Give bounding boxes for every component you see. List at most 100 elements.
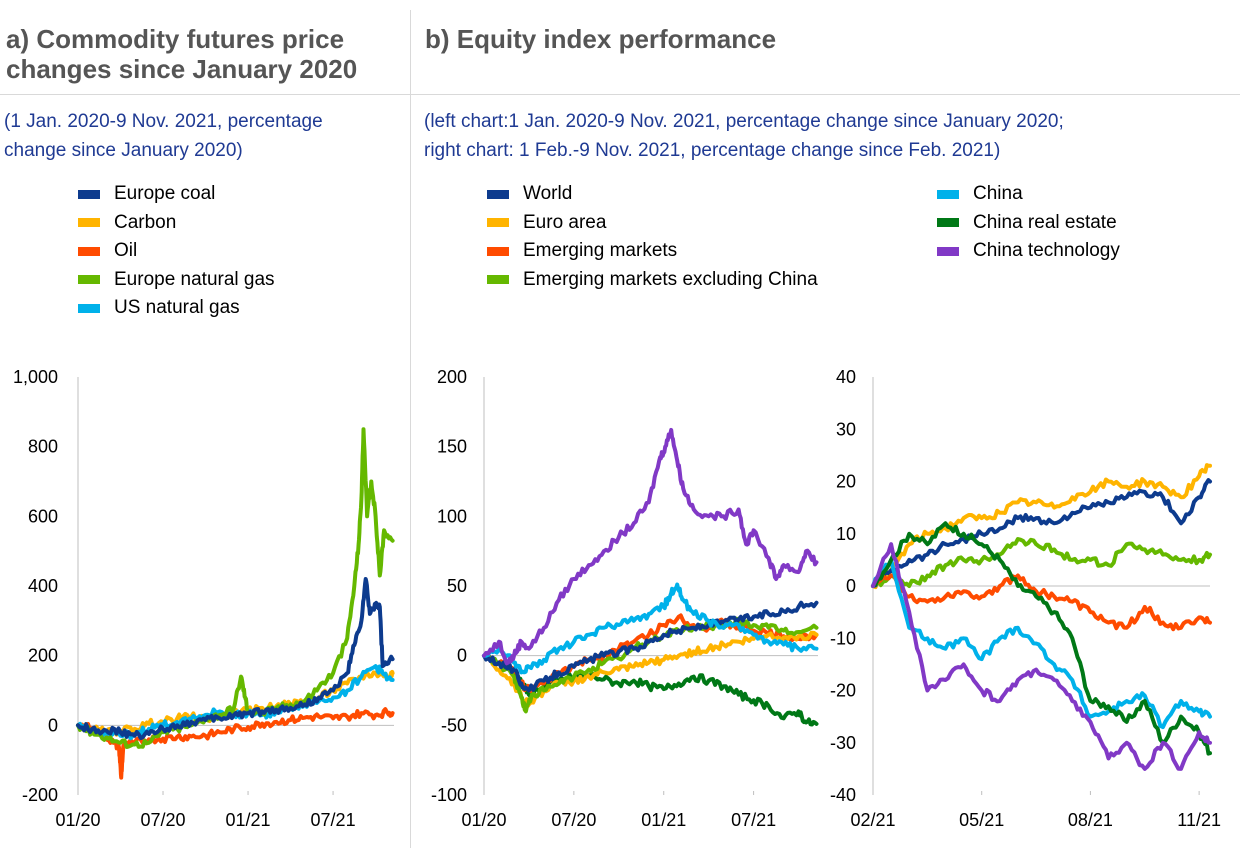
panel-a-legend-item: US natural gas [78,294,275,323]
x-tick-label: 08/21 [1068,810,1113,830]
series-line [871,463,1212,590]
panel-a-title-line1: a) Commodity futures price [6,24,345,54]
panel-b-legend-item: Emerging markets [487,237,818,266]
x-tick-label: 01/20 [55,810,100,830]
y-tick-label: 200 [28,646,58,666]
y-tick-label: 100 [437,506,467,526]
legend-swatch [78,275,100,285]
panel-a-subtitle-line2: change since January 2020) [4,140,243,161]
legend-swatch [487,189,509,199]
legend-label: China real estate [973,211,1117,233]
y-tick-label: -10 [830,628,856,648]
panel-a-legend-item: Oil [78,237,275,266]
y-tick-label: -50 [441,715,467,735]
series-line [871,542,1212,771]
legend-label: China [973,183,1023,204]
panel-b-legend-column2: China China real estate China technology [937,180,1120,266]
y-tick-label: 40 [836,367,856,387]
title-divider-horizontal [0,94,1240,95]
legend-swatch [78,246,100,256]
x-tick-label: 01/20 [461,810,506,830]
y-tick-label: -30 [830,733,856,753]
panel-b-legend-item: World [487,180,818,209]
panel-a-legend: Europe coal Carbon Oil Europe natural gas US… [78,180,275,323]
y-tick-label: 400 [28,576,58,596]
panel-b-title: b) Equity index performance [425,24,776,54]
series-line [871,521,1212,756]
legend-swatch [937,218,959,228]
y-tick-label: 10 [836,524,856,544]
series-line [76,427,395,749]
y-tick-label: 600 [28,506,58,526]
panel-a-legend-item: Carbon [78,209,275,238]
panel-b-legend-item: Euro area [487,209,818,238]
y-tick-label: -200 [22,785,58,805]
y-tick-label: 1,000 [13,367,58,387]
x-tick-label: 01/21 [226,810,271,830]
legend-swatch [937,189,959,199]
panel-b-legend-item: China [937,180,1120,209]
panel-a-subtitle: (1 Jan. 2020-9 Nov. 2021, percentage cha… [4,107,323,165]
legend-label: World [523,183,573,204]
panel-b-subtitle: (left chart:1 Jan. 2020-9 Nov. 2021, per… [424,107,1064,165]
panel-divider-vertical [410,10,411,848]
y-tick-label: 0 [846,576,856,596]
series-line [871,557,1212,730]
panel-b-legend-item: China technology [937,237,1120,266]
x-tick-label: 05/21 [959,810,1004,830]
x-tick-label: 07/21 [731,810,776,830]
x-tick-label: 11/21 [1177,810,1221,830]
y-tick-label: -40 [830,785,856,805]
y-tick-label: 0 [48,715,58,735]
y-tick-label: 0 [457,646,467,666]
y-tick-label: 20 [836,472,856,492]
series-line [482,582,819,675]
legend-label: China technology [973,240,1120,261]
legend-label: Euro area [523,211,607,233]
panel-a-legend-item: Europe coal [78,180,275,209]
y-tick-label: 30 [836,419,856,439]
legend-swatch [78,189,100,199]
panel-b-subtitle-line2: right chart: 1 Feb.-9 Nov. 2021, percent… [424,140,1001,161]
legend-swatch [487,218,509,228]
y-tick-label: 150 [437,437,467,457]
legend-swatch [78,303,100,313]
panel-a-legend-item: Europe natural gas [78,266,275,295]
panel-b-legend-item: Emerging markets excluding China [487,266,818,295]
legend-label: Emerging markets [523,240,678,261]
legend-swatch [78,218,100,228]
x-tick-label: 07/21 [311,810,356,830]
legend-swatch [487,246,509,256]
y-tick-label: -100 [431,785,467,805]
series-line [482,600,819,693]
legend-label: Europe coal [114,183,216,204]
panel-a-title: a) Commodity futures price changes since… [6,24,357,84]
y-tick-label: 800 [28,437,58,457]
series-line [871,537,1212,588]
series-line [482,653,819,727]
panel-b-legend-item: China real estate [937,209,1120,238]
y-tick-label: 200 [437,367,467,387]
panel-b-legend-column1: World Euro area Emerging markets Emerging m… [487,180,818,294]
x-tick-label: 07/20 [140,810,185,830]
series-line [482,613,819,694]
legend-label: US natural gas [114,297,240,318]
series-line [76,707,395,780]
x-tick-label: 02/21 [850,810,895,830]
series-line [871,573,1212,632]
legend-swatch [487,275,509,285]
x-tick-label: 07/20 [551,810,596,830]
series-line [482,427,819,666]
legend-label: Carbon [114,211,177,233]
legend-swatch [937,246,959,256]
chart-3: -40 -30 -20 -10 0 10 20 30 40 02/21 05/21 08/21 11/2… [830,367,1221,830]
panel-b-title-text: b) Equity index performance [425,24,777,54]
legend-label: Europe natural gas [114,268,275,290]
panel-a-title-line2: changes since January 2020 [6,54,358,84]
chart-1: -200 0 200 400 600 800 1,000 01/20 07/20 01/21 07/… [13,367,395,830]
panel-a-subtitle-line1: (1 Jan. 2020-9 Nov. 2021, percentage [4,111,323,132]
y-tick-label: -20 [830,681,856,701]
legend-label: Oil [114,240,138,261]
panel-b-subtitle-line1: (left chart:1 Jan. 2020-9 Nov. 2021, per… [424,111,1064,132]
